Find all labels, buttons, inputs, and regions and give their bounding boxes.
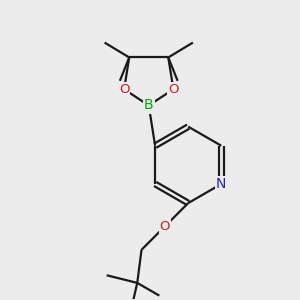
Text: O: O xyxy=(168,83,178,96)
Text: N: N xyxy=(216,177,226,191)
Text: B: B xyxy=(144,98,154,112)
Text: O: O xyxy=(119,83,129,96)
Text: O: O xyxy=(160,220,170,233)
